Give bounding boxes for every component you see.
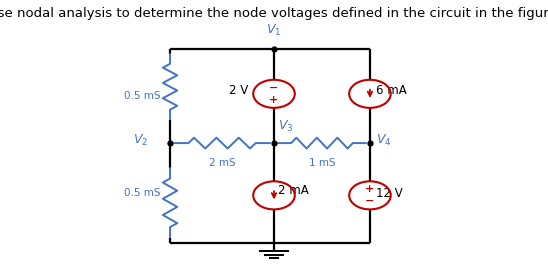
Text: $V_3$: $V_3$ <box>278 119 293 134</box>
Text: 0.5 mS: 0.5 mS <box>123 91 160 101</box>
Text: 2 V: 2 V <box>229 84 248 97</box>
Text: −: − <box>366 196 375 206</box>
Text: 6 mA: 6 mA <box>376 84 407 97</box>
Text: +: + <box>366 184 375 194</box>
Text: +: + <box>270 95 278 105</box>
Text: −: − <box>269 83 279 93</box>
Text: Use nodal analysis to determine the node voltages defined in the circuit in the : Use nodal analysis to determine the node… <box>0 7 548 20</box>
Text: $V_4$: $V_4$ <box>376 133 391 148</box>
Text: 1 mS: 1 mS <box>309 158 335 168</box>
Text: $V_2$: $V_2$ <box>133 133 148 148</box>
Text: 12 V: 12 V <box>376 187 403 200</box>
Text: 2 mS: 2 mS <box>209 158 235 168</box>
Text: $V_1$: $V_1$ <box>266 23 282 38</box>
Text: 2 mA: 2 mA <box>278 184 309 197</box>
Text: 0.5 mS: 0.5 mS <box>123 188 160 198</box>
